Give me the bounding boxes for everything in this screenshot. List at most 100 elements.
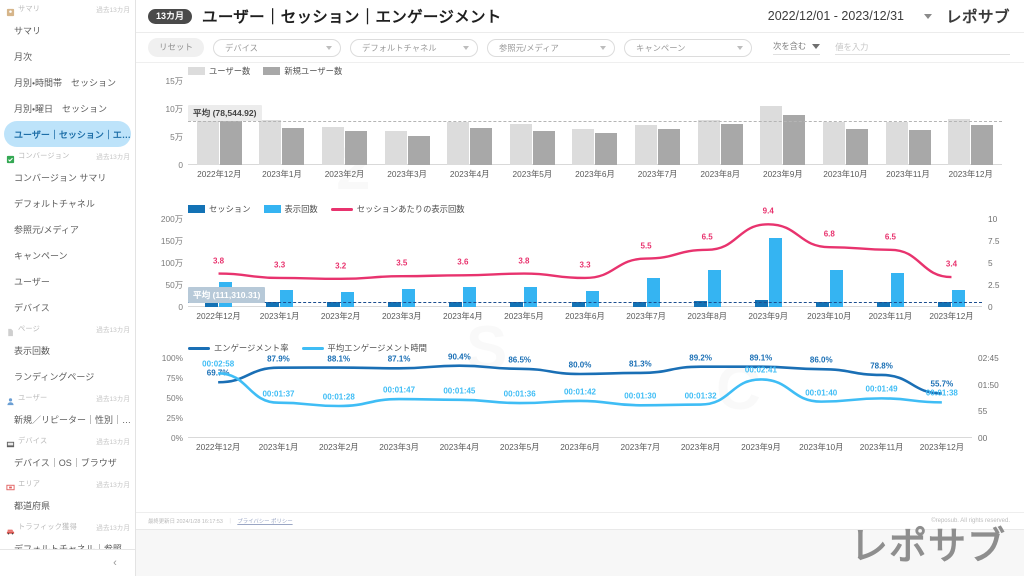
bar-group[interactable] (799, 219, 860, 307)
bar[interactable] (697, 119, 720, 165)
bar[interactable] (595, 132, 618, 165)
bar[interactable] (876, 301, 890, 307)
bar[interactable] (205, 300, 219, 307)
bar[interactable] (572, 129, 595, 165)
bar[interactable] (509, 123, 532, 165)
bar[interactable] (720, 124, 743, 165)
bar[interactable] (341, 291, 355, 307)
bar[interactable] (266, 301, 280, 307)
bar[interactable] (524, 286, 538, 307)
bar[interactable] (470, 127, 493, 165)
sidebar-item-5-0[interactable]: 都道府県 (14, 500, 51, 511)
bar-group[interactable] (188, 81, 251, 165)
legend-item[interactable]: 平均エンゲージメント時間 (301, 342, 427, 354)
bar[interactable] (196, 115, 219, 165)
sidebar-item-1-0[interactable]: コンバージョン サマリ (14, 172, 107, 183)
sidebar-item-0-1[interactable]: 月次 (14, 51, 33, 62)
bar[interactable] (322, 126, 345, 165)
bar[interactable] (447, 122, 470, 165)
bar-group[interactable] (626, 81, 689, 165)
bar[interactable] (768, 238, 782, 307)
bar-group[interactable] (501, 81, 564, 165)
sidebar-scroll-area[interactable]: サマリ 過去13カ月 サマリ 月次 月別・時間帯 セッション 月別・曜日 セッション ユーザ… (0, 0, 135, 549)
bar-group[interactable] (814, 81, 877, 165)
bar[interactable] (948, 119, 971, 165)
bar-group[interactable] (564, 81, 627, 165)
sidebar-item-4-0[interactable]: デバイス｜OS｜ブラウザ (14, 457, 117, 468)
bar-group[interactable] (493, 219, 554, 307)
bar-group[interactable] (310, 219, 371, 307)
bar[interactable] (908, 129, 931, 165)
bar[interactable] (259, 119, 282, 165)
filter-default-channel[interactable]: デフォルトチャネル (350, 38, 479, 57)
filter-campaign[interactable]: キャンペーン (624, 38, 753, 57)
sidebar-item-0-4[interactable]: ユーザー｜セッション｜エ… (4, 121, 131, 147)
bar[interactable] (632, 301, 646, 307)
bar-group[interactable] (877, 81, 940, 165)
bar[interactable] (845, 129, 868, 165)
legend-item[interactable]: エンゲージメント率 (188, 342, 289, 354)
bar[interactable] (885, 122, 908, 165)
bar-group[interactable] (251, 81, 314, 165)
sidebar-item-1-2[interactable]: 参照元/メディア (14, 224, 79, 235)
chevron-down-icon[interactable] (923, 13, 932, 19)
sidebar-item-3-0[interactable]: 新規／リピーター｜性別｜… (14, 414, 132, 425)
bar[interactable] (646, 277, 660, 307)
bar-group[interactable] (738, 219, 799, 307)
bar[interactable] (815, 301, 829, 307)
privacy-policy-link[interactable]: プライバシー ポリシー (237, 518, 293, 525)
sidebar-item-1-5[interactable]: デバイス (14, 302, 50, 313)
bar-group[interactable] (438, 81, 501, 165)
legend-item[interactable]: セッション (188, 203, 251, 215)
bar[interactable] (449, 301, 463, 307)
bar[interactable] (510, 301, 524, 307)
sidebar-item-2-1[interactable]: ランディングページ (14, 371, 95, 382)
sidebar-item-6-0[interactable]: デフォルトチャネル｜参照… (14, 543, 131, 549)
bar[interactable] (282, 127, 305, 165)
bar[interactable] (822, 121, 845, 165)
collapse-sidebar-icon[interactable]: ‹ (113, 556, 117, 569)
bar[interactable] (345, 131, 368, 165)
bar[interactable] (760, 106, 783, 165)
bar[interactable] (635, 124, 658, 165)
bar[interactable] (571, 302, 585, 307)
bar[interactable] (327, 302, 341, 307)
sidebar-item-2-0[interactable]: 表示回数 (14, 345, 51, 356)
bar-group[interactable] (689, 81, 752, 165)
bar[interactable] (971, 125, 994, 165)
bar[interactable] (219, 119, 242, 165)
legend-item[interactable]: 新規ユーザー数 (263, 65, 342, 77)
bar[interactable] (532, 130, 555, 165)
bar-group[interactable] (313, 81, 376, 165)
bar-group[interactable] (616, 219, 677, 307)
bar[interactable] (407, 136, 430, 165)
condition-selector[interactable]: 次を含む (773, 40, 821, 55)
bar[interactable] (937, 301, 951, 307)
bar[interactable] (754, 299, 768, 307)
filter-source-medium[interactable]: 参照元/メディア (487, 38, 616, 57)
reset-button[interactable]: リセット (148, 38, 205, 57)
bar[interactable] (384, 131, 407, 165)
bar-group[interactable] (677, 219, 738, 307)
bar[interactable] (783, 114, 806, 165)
sidebar-item-0-2[interactable]: 月別・時間帯 セッション (14, 77, 117, 88)
date-range-selector[interactable]: 2022/12/01 - 2023/12/31 (767, 9, 904, 23)
sidebar-item-1-3[interactable]: キャンペーン (14, 250, 68, 261)
bar-group[interactable] (860, 219, 921, 307)
sidebar-item-1-1[interactable]: デフォルトチャネル (14, 198, 95, 209)
bar-group[interactable] (751, 81, 814, 165)
bar[interactable] (693, 301, 707, 307)
sidebar-item-0-3[interactable]: 月別・曜日 セッション (14, 103, 108, 114)
bar[interactable] (829, 270, 843, 307)
legend-item[interactable]: ユーザー数 (188, 65, 250, 77)
bar-group[interactable] (376, 81, 439, 165)
legend-item[interactable]: セッションあたりの表示回数 (330, 203, 465, 215)
sidebar-item-0-0[interactable]: サマリ (14, 25, 42, 36)
filter-value-input[interactable] (835, 40, 1010, 55)
sidebar-item-1-4[interactable]: ユーザー (14, 276, 50, 287)
bar[interactable] (388, 301, 402, 307)
bar[interactable] (890, 272, 904, 307)
bar[interactable] (707, 269, 721, 307)
bar-group[interactable] (939, 81, 1002, 165)
bar[interactable] (658, 129, 681, 165)
